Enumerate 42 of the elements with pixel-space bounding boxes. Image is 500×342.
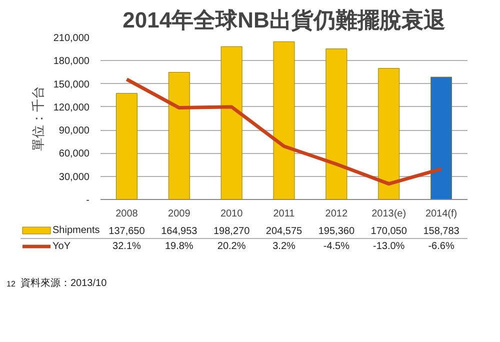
- y-tick-label: -: [86, 195, 90, 206]
- text: 12: [6, 280, 16, 288]
- legend-label: YoY: [52, 241, 71, 252]
- x-tick-label: 2011: [273, 208, 296, 220]
- data-label: 170,050: [370, 226, 408, 237]
- bar: [430, 76, 452, 200]
- bar: [326, 48, 348, 200]
- y-tick-label: 210,000: [53, 33, 90, 44]
- data-label: 3.2%: [272, 241, 296, 252]
- data-label: 137,650: [108, 226, 146, 237]
- data-label: 198,270: [214, 226, 250, 237]
- bar: [378, 68, 400, 200]
- data-label: 20.2%: [217, 241, 246, 252]
- x-tick-label: 2013(e): [372, 208, 406, 220]
- x-tick-label: 2014(f): [425, 208, 458, 220]
- bar: [116, 93, 138, 200]
- y-tick-label: 180,000: [53, 56, 90, 68]
- x-tick-label: 2010: [220, 208, 244, 220]
- data-label: -6.6%: [428, 241, 454, 252]
- chart-title: 2014年全球NB出貨仍難擺脫衰退: [122, 8, 446, 32]
- x-tick-label: 2009: [168, 208, 191, 220]
- legend-label: Shipments: [52, 225, 100, 236]
- data-label: 158,783: [423, 226, 460, 237]
- y-axis-title: 單位：千台: [30, 86, 46, 151]
- y-tick-label: 60,000: [58, 148, 90, 160]
- data-label: 195,360: [318, 226, 355, 237]
- x-tick-label: 2008: [116, 208, 138, 220]
- data-label: -13.0%: [373, 241, 405, 252]
- x-tick-label: 2012: [325, 208, 348, 220]
- data-label: 164,953: [161, 226, 198, 237]
- y-tick-label: 150,000: [53, 79, 90, 90]
- data-label: 204,575: [266, 226, 303, 237]
- bar: [273, 41, 295, 200]
- y-tick-label: 120,000: [53, 102, 90, 114]
- y-tick-label: 30,000: [58, 172, 90, 183]
- bar: [168, 72, 190, 200]
- data-label: 32.1%: [112, 241, 141, 252]
- data-label: -4.5%: [323, 241, 350, 252]
- source-note: 資料來源：2013/10: [20, 277, 108, 289]
- data-label: 19.8%: [164, 241, 194, 252]
- y-tick-label: 90,000: [58, 126, 90, 137]
- bar: [220, 46, 242, 200]
